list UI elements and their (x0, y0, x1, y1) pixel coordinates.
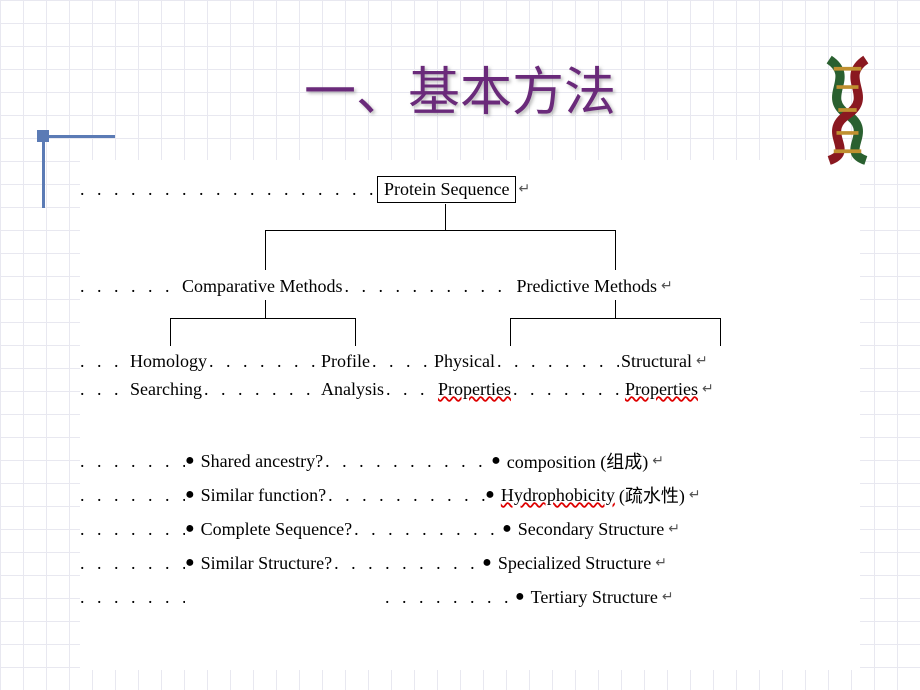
paragraph-mark-icon: ↵ (516, 181, 530, 198)
bullet-icon: ● (491, 452, 505, 470)
dna-helix-icon (800, 55, 895, 165)
paragraph-mark-icon: ↵ (687, 487, 701, 504)
dot-leader: . . . . . . . . (80, 451, 185, 472)
slide-corner-decoration (42, 135, 115, 208)
dot-leader: . . . . . . . . (80, 485, 185, 506)
bullet-icon: ● (185, 452, 199, 470)
dot-leader: . . . . . . . . (80, 587, 185, 608)
connector-line (510, 318, 720, 319)
bullet-right-text: Hydrophobicity (499, 485, 617, 506)
slide-title: 一、基本方法 (0, 50, 920, 125)
bullet-row: . . . . . . . . ●Shared ancestry?. . . .… (80, 450, 860, 472)
bullet-icon: ● (185, 520, 199, 538)
bullet-left-text: Complete Sequence? (199, 519, 354, 540)
bullet-left-text: Similar Structure? (199, 553, 334, 574)
connector-line (170, 318, 171, 346)
dot-leader: . . . . . . . . . . (385, 587, 515, 608)
dot-leader: . . . . . . . . . . . . . (325, 451, 491, 472)
paragraph-mark-icon: ↵ (659, 278, 673, 295)
paragraph-mark-icon: ↵ (694, 353, 708, 370)
leaf-node: Structural (619, 351, 694, 372)
tree-level1-row: . . . . . . . . . Comparative Methods . … (80, 275, 860, 297)
connector-line (510, 318, 511, 346)
leaf-node: Physical (432, 351, 497, 372)
connector-line (265, 300, 266, 318)
level1-node: Comparative Methods (180, 276, 344, 297)
bullet-right-text: Tertiary Structure (529, 587, 660, 608)
bullet-right-text: composition (组成) (505, 448, 651, 474)
tree-leaf-row: . . . . Searching . . . . . . . . . Anal… (80, 378, 860, 400)
leaf-node: Searching (128, 379, 204, 400)
connector-line (615, 230, 616, 270)
bullet-row: . . . . . . . . ●Complete Sequence?. . .… (80, 518, 860, 540)
connector-line (265, 230, 266, 270)
connector-line (720, 318, 721, 346)
paragraph-mark-icon: ↵ (666, 521, 680, 538)
bullet-right-suffix: (疏水性) (617, 482, 687, 508)
leaf-node: Homology (128, 351, 209, 372)
connector-line (445, 204, 446, 230)
connector-line (265, 230, 615, 231)
bullet-right-text: Secondary Structure (516, 519, 666, 540)
diagram-area: . . . . . . . . . . . . . . . . . . . . … (80, 160, 860, 670)
bullet-icon: ● (482, 554, 496, 572)
dot-leader: . . . . . . . . (80, 519, 185, 540)
leaf-node: Profile (319, 351, 372, 372)
leaf-node: Properties (436, 379, 513, 400)
tree-root-row: . . . . . . . . . . . . . . . . . . . . … (80, 178, 860, 200)
bullet-left-text: Similar function? (199, 485, 328, 506)
root-node: Protein Sequence (377, 176, 516, 203)
bullet-right-text: Specialized Structure (496, 553, 653, 574)
leaf-node: Properties (623, 379, 700, 400)
dot-leader: . . . . . . . . . . . . . (328, 485, 485, 506)
tree-leaf-row: . . . . Homology . . . . . . . . . Profi… (80, 350, 860, 372)
connector-line (355, 318, 356, 346)
bullet-icon: ● (502, 520, 516, 538)
bullet-row: . . . . . . . . . . . . . . . . . . ●Ter… (80, 586, 860, 608)
bullet-left-text: Shared ancestry? (199, 451, 325, 472)
bullet-row: . . . . . . . . ●Similar function?. . . … (80, 484, 860, 506)
bullet-icon: ● (515, 588, 529, 606)
connector-line (615, 300, 616, 318)
paragraph-mark-icon: ↵ (650, 453, 664, 470)
paragraph-mark-icon: ↵ (660, 589, 674, 606)
dot-leader: . . . . . . . . . . . . (354, 519, 502, 540)
connector-line (170, 318, 355, 319)
bullet-icon: ● (185, 486, 199, 504)
bullet-row: . . . . . . . . ●Similar Structure?. . .… (80, 552, 860, 574)
leaf-node: Analysis (319, 379, 386, 400)
paragraph-mark-icon: ↵ (700, 381, 714, 398)
level1-node: Predictive Methods (514, 276, 658, 297)
bullet-icon: ● (185, 554, 199, 572)
dot-leader: . . . . . . . . . . . . (334, 553, 482, 574)
bullet-icon: ● (485, 486, 499, 504)
paragraph-mark-icon: ↵ (653, 555, 667, 572)
dot-leader: . . . . . . . . (80, 553, 185, 574)
